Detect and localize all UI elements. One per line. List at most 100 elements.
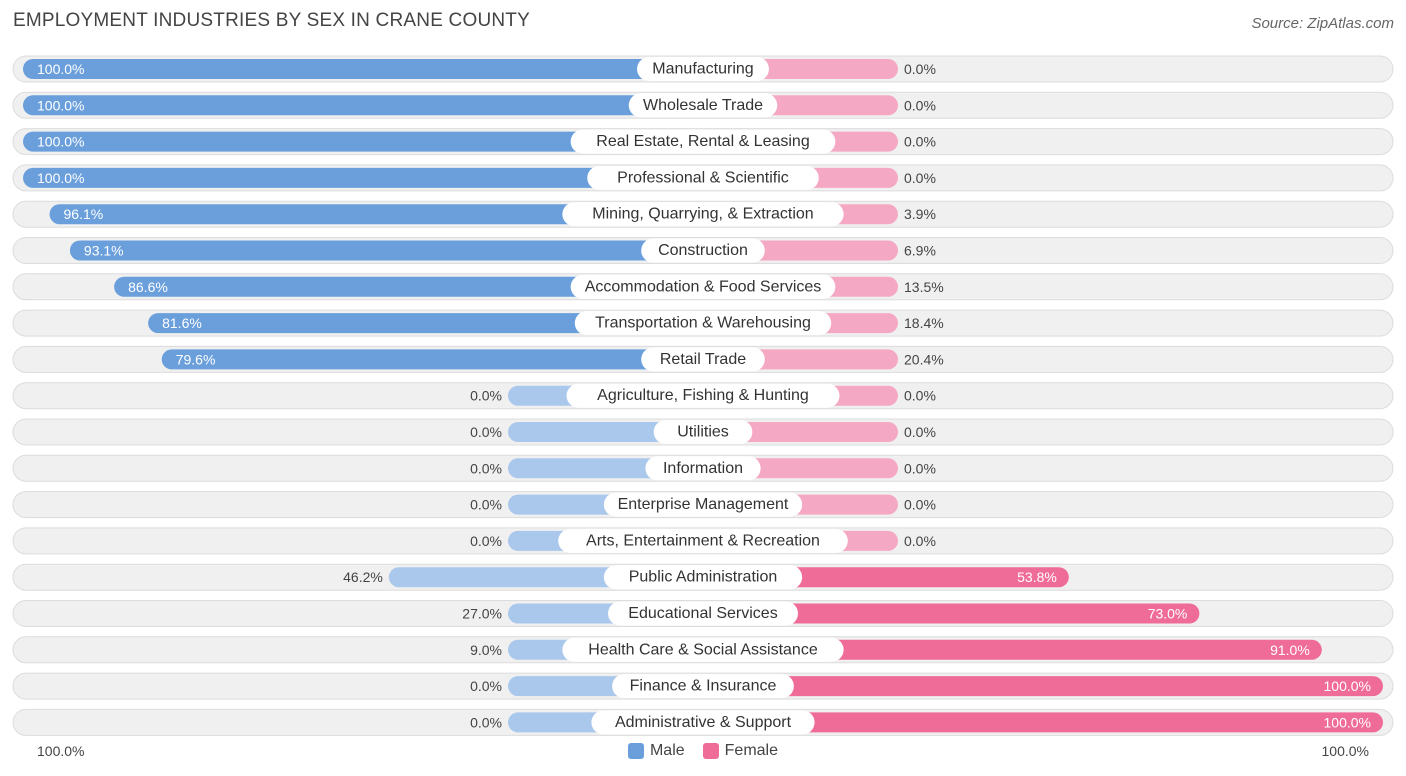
category-label-bg [570, 274, 836, 299]
male-bar [161, 349, 704, 370]
female-bar [703, 603, 1200, 624]
source-credit: Source: ZipAtlas.com [1251, 15, 1394, 32]
category-label-bg [574, 311, 832, 336]
male-value-label: 46.2% [343, 569, 383, 585]
female-swatch-icon [702, 743, 719, 759]
category-label-bg [641, 347, 765, 372]
male-bar [23, 95, 703, 116]
male-bar [114, 276, 704, 297]
category-label: Administrative & Support [615, 714, 792, 731]
category-label-bg [641, 238, 765, 263]
category-label: Mining, Quarrying, & Extraction [592, 206, 813, 223]
category-label: Utilities [677, 424, 729, 441]
male-value-label: 0.0% [470, 388, 502, 404]
category-label: Professional & Scientific [617, 169, 789, 186]
male-value-label: 100.0% [37, 170, 84, 186]
female-value-label: 0.0% [904, 97, 936, 113]
female-value-label: 0.0% [904, 388, 936, 404]
male-value-label: 0.0% [470, 533, 502, 549]
legend-item-female[interactable]: Female [702, 742, 779, 760]
male-value-label: 27.0% [462, 606, 502, 622]
category-label-bg [603, 565, 803, 590]
male-value-label: 100.0% [37, 61, 84, 77]
female-value-label: 0.0% [904, 460, 936, 476]
category-label: Finance & Insurance [630, 678, 777, 695]
male-bar [23, 59, 703, 79]
male-bar [508, 422, 703, 442]
category-label-bg [603, 492, 803, 517]
male-value-label: 93.1% [84, 243, 124, 259]
category-label-bg [628, 93, 778, 118]
male-bar [23, 167, 703, 188]
left-axis-label: 100.0% [37, 743, 85, 759]
female-value-label: 100.0% [1324, 714, 1371, 730]
male-value-label: 9.0% [470, 642, 502, 658]
category-label: Wholesale Trade [643, 97, 763, 114]
female-value-label: 6.9% [904, 243, 936, 259]
category-label: Retail Trade [660, 351, 746, 368]
category-label: Construction [658, 242, 748, 259]
category-label: Public Administration [629, 569, 778, 586]
female-value-label: 13.5% [904, 279, 944, 295]
category-label-bg [653, 420, 753, 444]
male-bar [49, 204, 703, 225]
category-label-bg [562, 202, 844, 227]
male-value-label: 100.0% [37, 97, 84, 113]
category-label-bg [608, 601, 798, 626]
female-value-label: 73.0% [1148, 606, 1188, 622]
legend-item-male[interactable]: Male [627, 742, 685, 760]
male-value-label: 100.0% [37, 134, 84, 150]
category-label: Information [663, 460, 743, 477]
female-bar [703, 676, 1383, 697]
male-value-label: 81.6% [162, 315, 202, 331]
male-value-label: 96.1% [64, 206, 104, 222]
female-value-label: 18.4% [904, 315, 944, 331]
category-label: Enterprise Management [618, 496, 789, 513]
category-label: Real Estate, Rental & Leasing [596, 133, 809, 150]
category-label-bg [562, 637, 844, 662]
female-value-label: 0.0% [904, 497, 936, 513]
male-swatch-icon [627, 743, 644, 759]
male-value-label: 0.0% [470, 714, 502, 730]
female-value-label: 20.4% [904, 351, 944, 367]
female-value-label: 0.0% [904, 61, 936, 77]
female-value-label: 0.0% [904, 170, 936, 186]
category-label-bg [566, 383, 840, 408]
category-label-bg [645, 456, 761, 481]
category-label: Manufacturing [652, 61, 753, 78]
male-bar [69, 240, 704, 261]
male-bar [23, 131, 703, 152]
category-label: Transportation & Warehousing [595, 315, 811, 332]
right-axis-label: 100.0% [1321, 743, 1369, 759]
male-value-label: 86.6% [128, 279, 168, 295]
category-label-bg [587, 165, 819, 190]
female-value-label: 53.8% [1017, 569, 1057, 585]
category-label-bg [558, 528, 848, 553]
category-label: Educational Services [628, 605, 777, 622]
female-bar [703, 422, 898, 442]
female-bar [703, 639, 1322, 660]
female-value-label: 0.0% [904, 533, 936, 549]
category-label: Agriculture, Fishing & Hunting [597, 387, 809, 404]
female-value-label: 3.9% [904, 206, 936, 222]
legend-male-label: Male [649, 742, 685, 759]
female-value-label: 0.0% [904, 134, 936, 150]
female-value-label: 100.0% [1324, 678, 1371, 694]
chart-title: EMPLOYMENT INDUSTRIES BY SEX IN CRANE CO… [13, 10, 530, 31]
category-label-bg [591, 710, 815, 735]
category-label: Accommodation & Food Services [585, 278, 822, 295]
female-bar [703, 712, 1383, 733]
male-value-label: 0.0% [470, 678, 502, 694]
male-value-label: 79.6% [176, 351, 216, 367]
female-value-label: 0.0% [904, 424, 936, 440]
male-bar [148, 313, 703, 334]
category-label-bg [637, 57, 769, 81]
female-value-label: 91.0% [1270, 642, 1310, 658]
category-label: Health Care & Social Assistance [588, 641, 818, 658]
legend-female-label: Female [724, 742, 779, 759]
male-value-label: 0.0% [470, 424, 502, 440]
category-label-bg [612, 674, 794, 699]
male-value-label: 0.0% [470, 460, 502, 476]
male-value-label: 0.0% [470, 497, 502, 513]
